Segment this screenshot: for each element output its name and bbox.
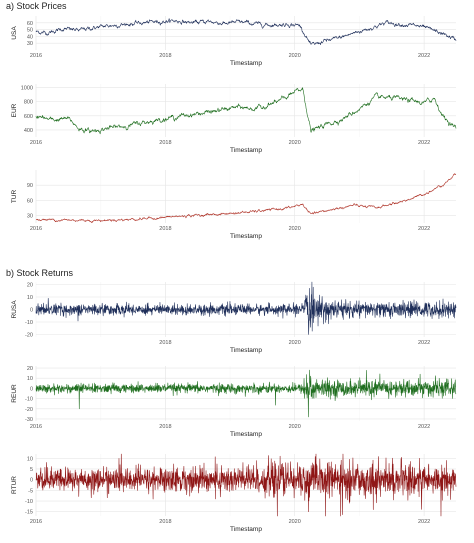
- x-tick-label: 2022: [418, 424, 430, 430]
- y-tick-label: -20: [25, 407, 33, 413]
- y-tick-label: 60: [27, 21, 33, 27]
- x-tick-label: 2018: [159, 424, 171, 430]
- x-tick-label: 2020: [289, 340, 301, 346]
- x-tick-label: 2020: [289, 140, 301, 146]
- x-tick-label: 2022: [418, 53, 430, 59]
- y-tick-label: 90: [27, 183, 33, 189]
- x-tick-label: 2022: [418, 519, 430, 525]
- series-line-rusa: [35, 281, 457, 335]
- x-tick-label: 2016: [30, 140, 42, 146]
- x-tick-label: 2016: [30, 226, 42, 232]
- x-axis-label: Timestamp: [230, 147, 262, 154]
- section-b-title: b) Stock Returns: [6, 268, 74, 278]
- panel-reur: 2016 2018 2020 2022 -30 -20 -10 0 10 20 REUR Timest…: [11, 366, 457, 438]
- x-tick-label: 2022: [418, 340, 430, 346]
- y-tick-label: 10: [27, 376, 33, 382]
- y-tick-label: 0: [30, 308, 33, 314]
- y-tick-label: -10: [25, 320, 33, 326]
- panel-tur: 2016 2018 2020 2022 30 60 90 TUR Timestamp: [11, 170, 457, 240]
- panel-rusa: 2018 2020 2022 -20 -10 0 10 20 RUSA Timestamp: [11, 281, 457, 354]
- y-tick-label: 5: [30, 467, 33, 473]
- y-axis-label: RTUR: [11, 476, 18, 494]
- series-line-rtur: [35, 453, 457, 517]
- y-tick-label: 0: [30, 478, 33, 484]
- x-tick-label: 2016: [30, 424, 42, 430]
- y-tick-label: 600: [24, 114, 33, 120]
- x-tick-label: 2016: [30, 519, 42, 525]
- panels: 2016 2018 2020 202230405060USATimestamp2016…: [11, 16, 457, 533]
- y-tick-label: -15: [25, 510, 33, 516]
- y-tick-label: 10: [27, 456, 33, 462]
- x-tick-label: 2016: [30, 53, 42, 59]
- y-tick-label: -20: [25, 333, 33, 339]
- x-axis-label: Timestamp: [230, 347, 262, 354]
- y-axis-label: RUSA: [11, 300, 18, 319]
- x-tick-label: 2018: [159, 140, 171, 146]
- y-tick-label: -30: [25, 417, 33, 423]
- x-axis-label: Timestamp: [230, 431, 262, 438]
- x-axis-label: Timestamp: [230, 526, 262, 533]
- panel-rtur: 2016 2018 2020 2022 -15 -10 -5 0 5 10 RTUR Timestam…: [11, 453, 457, 533]
- x-tick-label: 2020: [289, 226, 301, 232]
- x-tick-label: 2020: [289, 53, 301, 59]
- y-axis-label: TUR: [11, 190, 18, 204]
- x-tick-label: 2018: [159, 340, 171, 346]
- y-tick-label: 30: [27, 41, 33, 47]
- y-tick-label: 30: [27, 213, 33, 219]
- y-tick-label: -10: [25, 397, 33, 403]
- y-tick-label: -10: [25, 499, 33, 505]
- y-tick-label: 60: [27, 198, 33, 204]
- x-axis-label: Timestamp: [230, 233, 262, 240]
- y-tick-label: 800: [24, 100, 33, 106]
- section-a-title: a) Stock Prices: [6, 1, 67, 11]
- x-tick-label: 2018: [159, 519, 171, 525]
- y-axis-label: EUR: [11, 103, 18, 117]
- y-axis-label: USA: [11, 26, 18, 40]
- y-tick-label: 50: [27, 28, 33, 34]
- x-tick-label: 2020: [289, 424, 301, 430]
- y-tick-label: 400: [24, 128, 33, 134]
- y-axis-label: REUR: [11, 384, 18, 403]
- y-tick-label: 0: [30, 386, 33, 392]
- series-line-tur: [35, 173, 457, 223]
- y-tick-label: 1000: [21, 86, 33, 92]
- panel-eur: 2016 2018 2020 2022 400 600 800 1000 EUR Timestam…: [11, 84, 457, 154]
- x-axis-label: Timestamp: [230, 60, 262, 67]
- y-tick-label: -5: [28, 488, 33, 494]
- y-tick-label: 40: [27, 34, 33, 40]
- y-tick-label: 20: [27, 366, 33, 372]
- series-line-eur: [35, 87, 457, 135]
- series-line-reur: [35, 369, 457, 418]
- y-tick-label: 10: [27, 295, 33, 301]
- x-tick-label: 2022: [418, 140, 430, 146]
- x-tick-label: 2018: [159, 53, 171, 59]
- x-tick-label: 2018: [159, 226, 171, 232]
- y-tick-label: 20: [27, 283, 33, 289]
- x-tick-label: 2022: [418, 226, 430, 232]
- x-tick-label: 2020: [289, 519, 301, 525]
- series-line-usa: [35, 18, 457, 45]
